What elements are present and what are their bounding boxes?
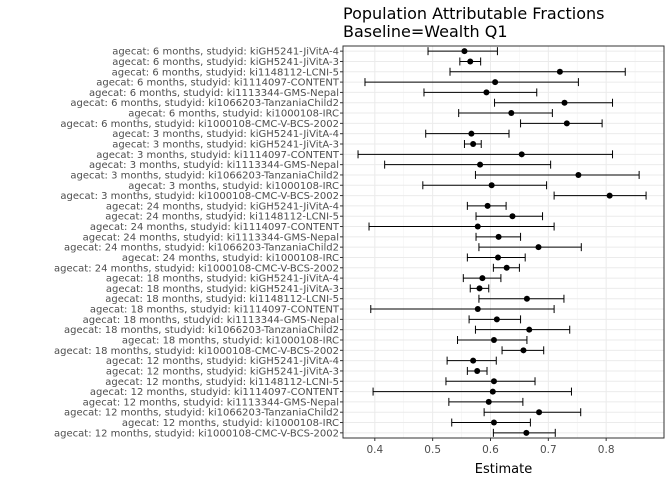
- estimate-point: [606, 192, 613, 199]
- y-tick-label: agecat: 24 months, studyid: ki1000108-IR…: [122, 253, 339, 264]
- estimate-point: [488, 182, 495, 189]
- estimate-point: [470, 357, 477, 364]
- y-tick-label: agecat: 3 months, studyid: ki1113344-GMS…: [89, 160, 339, 171]
- y-tick-label: agecat: 6 months, studyid: ki1066203-Tan…: [70, 98, 339, 109]
- y-tick-label: agecat: 3 months, studyid: kiGH5241-JiVi…: [112, 140, 339, 151]
- x-tick-label: 0.4: [366, 444, 383, 456]
- y-tick-label: agecat: 12 months, studyid: ki1000108-CM…: [54, 428, 339, 439]
- plot-panel: [343, 46, 664, 438]
- estimate-point: [483, 89, 490, 96]
- y-tick-label: agecat: 24 months, studyid: ki1066203-Ta…: [64, 243, 339, 254]
- y-tick-label: agecat: 3 months, studyid: ki1114097-CON…: [96, 150, 340, 161]
- y-tick-label: agecat: 6 months, studyid: kiGH5241-JiVi…: [112, 47, 339, 58]
- estimate-point: [474, 367, 481, 374]
- y-tick-label: agecat: 24 months, studyid: ki1000108-CM…: [54, 263, 339, 274]
- estimate-point: [468, 130, 475, 137]
- estimate-point: [563, 120, 570, 127]
- estimate-point: [492, 79, 499, 86]
- y-tick-label: agecat: 18 months, studyid: ki1113344-GM…: [83, 315, 339, 326]
- y-tick-label: agecat: 3 months, studyid: ki1000108-CMC…: [60, 191, 339, 202]
- estimate-point: [477, 161, 484, 168]
- y-tick-label: agecat: 24 months, studyid: ki1148112-LC…: [105, 212, 339, 223]
- estimate-point: [474, 223, 481, 230]
- x-tick-label: 0.5: [424, 444, 441, 456]
- y-tick-label: agecat: 12 months, studyid: ki1066203-Ta…: [64, 408, 339, 419]
- x-tick-label: 0.8: [598, 444, 615, 456]
- estimate-point: [470, 141, 477, 147]
- y-tick-label: agecat: 12 months, studyid: kiGH5241-JiV…: [106, 356, 339, 367]
- y-tick-label: agecat: 18 months, studyid: ki1000108-CM…: [54, 346, 339, 357]
- estimate-point: [476, 285, 483, 292]
- y-tick-label: agecat: 6 months, studyid: ki1000108-IRC: [128, 109, 339, 120]
- y-tick-label: agecat: 6 months, studyid: ki1000108-CMC…: [60, 119, 339, 130]
- x-axis-title: Estimate: [475, 462, 532, 477]
- y-tick-label: agecat: 18 months, studyid: ki1066203-Ta…: [64, 325, 339, 336]
- estimate-point: [508, 110, 515, 117]
- y-tick-label: agecat: 18 months, studyid: kiGH5241-JiV…: [106, 284, 339, 295]
- estimate-point: [536, 409, 543, 416]
- y-tick-label: agecat: 6 months, studyid: ki1113344-GMS…: [89, 88, 339, 99]
- estimate-point: [490, 378, 497, 385]
- estimate-point: [484, 202, 491, 209]
- y-tick-label: agecat: 3 months, studyid: ki1066203-Tan…: [70, 170, 339, 181]
- estimate-point: [556, 68, 563, 75]
- estimate-point: [509, 213, 516, 220]
- y-tick-label: agecat: 12 months, studyid: ki1000108-IR…: [122, 418, 339, 429]
- y-tick-label: agecat: 6 months, studyid: ki1114097-CON…: [96, 78, 340, 89]
- panel-border: [342, 45, 665, 439]
- y-tick-label: agecat: 3 months, studyid: kiGH5241-JiVi…: [112, 129, 339, 140]
- y-tick-label: agecat: 6 months, studyid: ki1148112-LCN…: [112, 67, 339, 78]
- y-tick-label: agecat: 18 months, studyid: ki1000108-IR…: [122, 336, 339, 347]
- estimate-point: [489, 388, 496, 395]
- estimate-point: [503, 264, 510, 271]
- estimate-point: [461, 48, 468, 55]
- estimate-point: [467, 58, 474, 65]
- estimate-point: [523, 295, 530, 302]
- estimate-point: [493, 316, 500, 323]
- y-tick-label: agecat: 12 months, studyid: ki1148112-LC…: [105, 377, 339, 388]
- estimate-point: [485, 398, 492, 405]
- estimate-point: [495, 233, 502, 240]
- y-tick-label: agecat: 3 months, studyid: ki1000108-IRC: [128, 181, 339, 192]
- estimate-point: [526, 326, 533, 333]
- estimate-point: [518, 151, 525, 158]
- estimate-point: [561, 99, 568, 106]
- y-tick-label: agecat: 18 months, studyid: kiGH5241-JiV…: [106, 274, 339, 285]
- y-tick-label: agecat: 24 months, studyid: kiGH5241-JiV…: [106, 201, 339, 212]
- estimate-point: [490, 419, 497, 426]
- estimate-point: [495, 254, 502, 261]
- y-tick-label: agecat: 24 months, studyid: ki1114097-CO…: [90, 222, 340, 233]
- estimate-point: [474, 306, 481, 313]
- estimate-point: [520, 347, 527, 354]
- chart-title: Population Attributable Fractions: [343, 4, 605, 23]
- estimate-point: [575, 171, 582, 178]
- y-tick-label: agecat: 18 months, studyid: ki1114097-CO…: [90, 305, 340, 316]
- estimate-point: [479, 275, 486, 282]
- y-tick-label: agecat: 12 months, studyid: kiGH5241-JiV…: [106, 366, 339, 377]
- x-tick-label: 0.6: [482, 444, 499, 456]
- x-tick-label: 0.7: [540, 444, 557, 456]
- chart-subtitle: Baseline=Wealth Q1: [343, 22, 508, 41]
- y-tick-label: agecat: 12 months, studyid: ki1113344-GM…: [83, 397, 339, 408]
- estimate-point: [535, 244, 542, 251]
- y-tick-label: agecat: 12 months, studyid: ki1114097-CO…: [90, 387, 340, 398]
- y-tick-label: agecat: 6 months, studyid: kiGH5241-JiVi…: [112, 57, 339, 68]
- estimate-point: [490, 337, 497, 343]
- y-tick-label: agecat: 18 months, studyid: ki1148112-LC…: [105, 294, 339, 305]
- y-tick-label: agecat: 24 months, studyid: ki1113344-GM…: [83, 232, 339, 243]
- estimate-point: [523, 429, 530, 436]
